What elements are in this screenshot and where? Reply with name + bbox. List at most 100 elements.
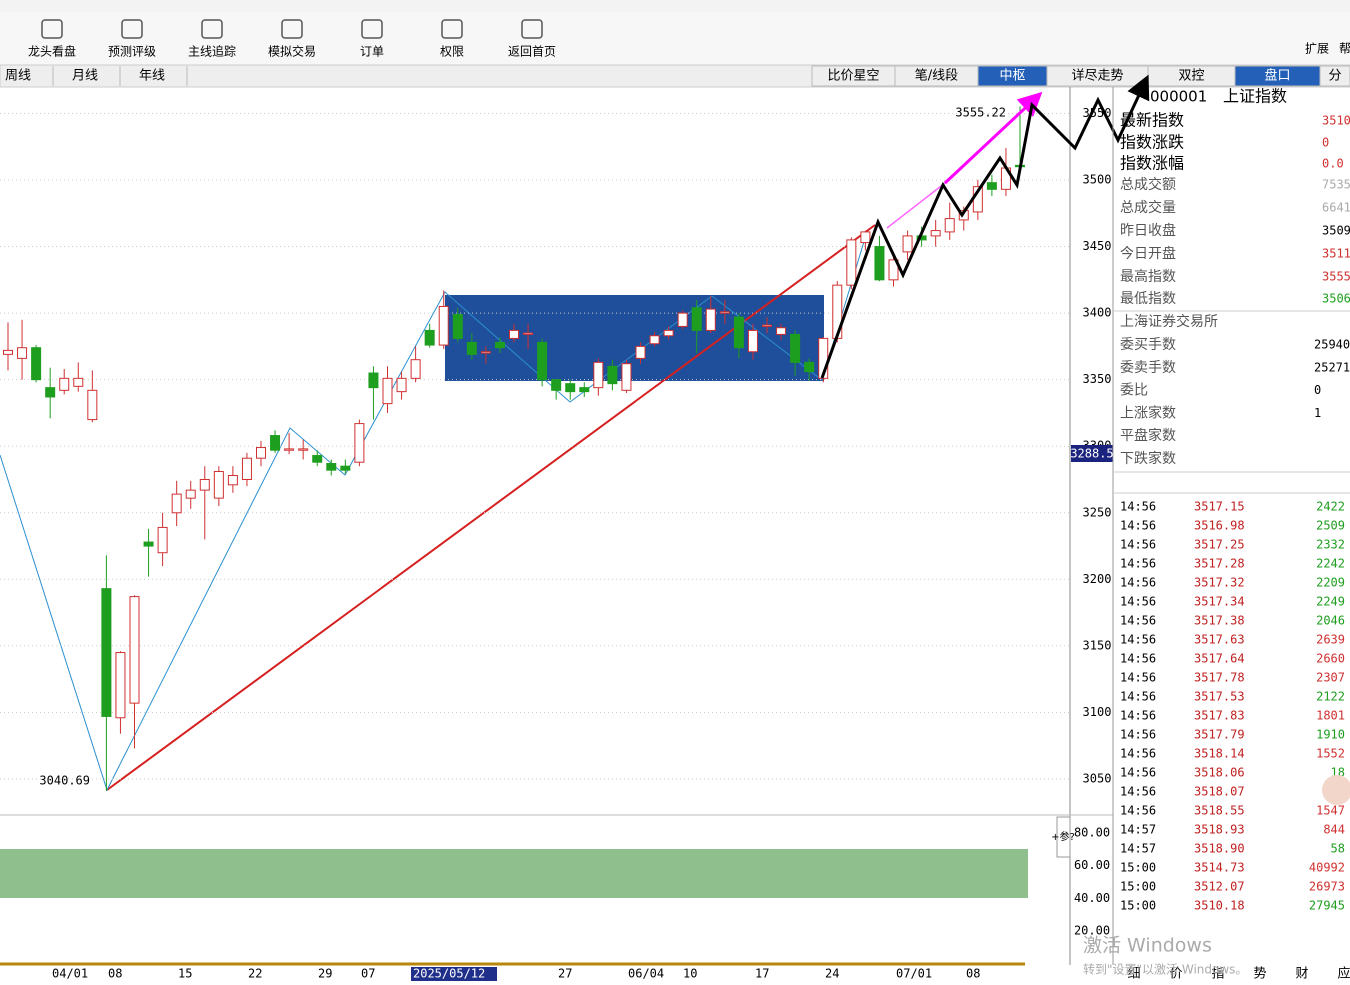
tab[interactable]: 盘口 [1264, 68, 1290, 84]
bottom-tab[interactable]: 财 [1295, 967, 1308, 982]
tick-time: 14:56 [1120, 500, 1156, 514]
candle-body [691, 307, 702, 331]
date-label: 17 [755, 967, 769, 981]
toolbar-icon[interactable] [201, 19, 223, 39]
toolbar-button[interactable]: 主线追踪 [188, 44, 236, 59]
quote-label: 总成交量 [1120, 199, 1176, 216]
toolbar-button[interactable]: 订单 [360, 45, 384, 59]
date-highlight [411, 967, 497, 981]
toolbar-button[interactable]: 预测评级 [108, 45, 156, 59]
candle-body [354, 423, 365, 463]
toolbar-icon[interactable] [281, 19, 303, 39]
tick-volume: 2046 [1316, 614, 1345, 628]
quote-value: 3509 [1322, 224, 1350, 238]
y-tick-label: 3150 [1083, 638, 1112, 652]
tab[interactable]: 详尽走势 [1071, 68, 1123, 84]
title-bar [0, 0, 1350, 12]
toolbar-icon[interactable] [41, 19, 63, 39]
tab[interactable]: 月线 [72, 69, 98, 84]
candle-body [494, 341, 505, 349]
candle-body [326, 463, 337, 471]
low-label: 3040.69 [39, 774, 90, 788]
tab[interactable]: 中枢 [999, 69, 1025, 84]
quote-label: 下跌家数 [1120, 450, 1176, 467]
tick-volume: 1801 [1316, 709, 1345, 723]
tick-volume: 2509 [1316, 519, 1345, 533]
quote-value: 0.0 [1322, 157, 1344, 171]
toolbar-button[interactable]: 权限 [440, 45, 464, 59]
candle-body [790, 333, 801, 363]
quote-value: 1 [1314, 406, 1321, 420]
tab[interactable]: 年线 [139, 69, 165, 84]
tick-time: 14:56 [1120, 614, 1156, 628]
candle-body [3, 349, 13, 355]
candle-body [888, 259, 899, 281]
toolbar-button[interactable]: 返回首页 [508, 45, 556, 59]
candle-body [804, 361, 815, 373]
bottom-tab[interactable]: 价 [1169, 967, 1182, 982]
quote-label: 平盘家数 [1120, 427, 1176, 444]
candle-body [298, 448, 309, 451]
candle-body [930, 230, 941, 237]
watermark-hint: 转到"设置"以激活 Windows。 [1083, 962, 1247, 977]
stock-name: 上证指数 [1223, 87, 1287, 106]
toolbar-icon[interactable] [361, 19, 383, 39]
tick-time: 14:56 [1120, 576, 1156, 590]
tick-price: 3516.98 [1194, 519, 1245, 533]
candle-body [537, 341, 548, 381]
tab[interactable]: 比价星空 [827, 69, 879, 84]
toolbar-icon[interactable] [521, 19, 543, 39]
tick-price: 3518.14 [1194, 747, 1245, 761]
candle-body [846, 239, 857, 286]
toolbar-button[interactable]: 模拟交易 [268, 44, 316, 59]
quote-value: 0 [1314, 383, 1321, 397]
candle-body [551, 379, 562, 391]
tick-price: 3517.34 [1194, 595, 1245, 609]
tick-time: 15:00 [1120, 880, 1156, 894]
tick-price: 3518.07 [1194, 785, 1245, 799]
candle-body [635, 345, 646, 359]
bottom-tab[interactable]: 细 [1127, 967, 1140, 982]
tick-volume: 2422 [1316, 500, 1345, 514]
avatar[interactable] [1322, 775, 1350, 805]
candle-body [747, 329, 758, 353]
tick-price: 3517.63 [1194, 633, 1245, 647]
toolbar-icon[interactable] [441, 19, 463, 39]
toolbar-link[interactable]: 扩展 [1305, 42, 1329, 56]
bottom-tab[interactable]: 势 [1253, 966, 1266, 982]
tab[interactable]: 周线 [5, 69, 31, 84]
crosshair-box [1071, 445, 1113, 462]
bottom-tab[interactable]: 指 [1211, 967, 1224, 982]
candle-body [213, 471, 224, 499]
toolbar-button[interactable]: 龙头看盘 [28, 44, 76, 59]
candle-body [776, 327, 787, 335]
quote-value: 7535. [1322, 178, 1350, 192]
tick-price: 3517.28 [1194, 557, 1245, 571]
path-arrows [820, 74, 1150, 379]
tick-volume: 2122 [1316, 690, 1345, 704]
candle-body [185, 489, 196, 499]
candle-body [199, 479, 210, 491]
y-tick-label: 3200 [1083, 572, 1112, 586]
tab[interactable]: 双控 [1178, 69, 1204, 84]
candle-body [466, 341, 477, 355]
candle-body [733, 316, 744, 349]
tick-time: 15:00 [1120, 899, 1156, 913]
tick-time: 14:56 [1120, 785, 1156, 799]
toolbar-link[interactable]: 帮 [1339, 42, 1350, 56]
tick-time: 14:56 [1120, 766, 1156, 780]
quote-label: 委比 [1120, 383, 1148, 399]
candle-body [115, 652, 126, 719]
tab[interactable]: 笔/线段 [915, 68, 958, 84]
tab-bg [1319, 65, 1350, 87]
bottom-tab[interactable]: 应 [1337, 966, 1350, 982]
tick-price: 3517.15 [1194, 500, 1245, 514]
quote-label: 总成交额 [1120, 176, 1176, 193]
candle-body [579, 387, 590, 393]
tab[interactable]: 分 [1328, 69, 1341, 84]
toolbar-icon[interactable] [121, 19, 143, 39]
candle-body [593, 361, 604, 389]
y-tick-label: 3100 [1083, 705, 1112, 719]
indicator-button[interactable] [1056, 816, 1071, 858]
